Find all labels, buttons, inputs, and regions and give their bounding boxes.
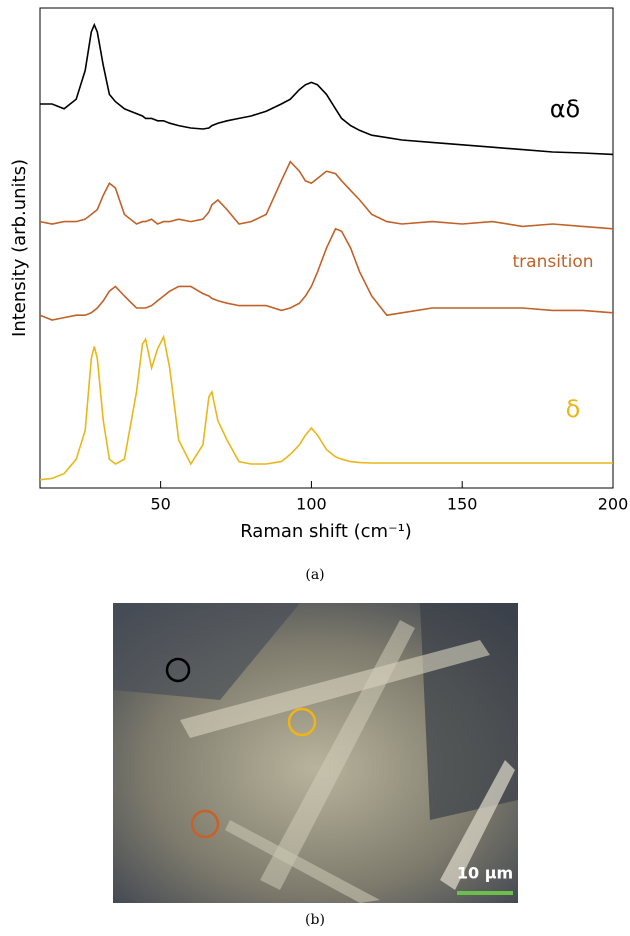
- dark-region: [113, 603, 300, 700]
- plot-frame: [39, 7, 614, 489]
- x-tick-label: 200: [598, 495, 629, 514]
- series-line: [39, 334, 613, 481]
- crystal: [225, 820, 380, 903]
- crystal: [180, 640, 490, 738]
- crystal: [260, 620, 415, 890]
- x-tick-label: 50: [150, 495, 170, 514]
- scale-bar-label: 10 μm: [457, 864, 513, 883]
- x-tick-label: 100: [296, 495, 327, 514]
- series-line: [39, 160, 614, 230]
- x-axis-title: Raman shift (cm⁻¹): [240, 521, 412, 542]
- spot-marker: [190, 809, 220, 839]
- x-tick-label: 150: [447, 495, 478, 514]
- y-axis-title: Intensity (arb.units): [9, 159, 30, 337]
- series-label: transition: [513, 252, 594, 272]
- series-line: [39, 227, 614, 321]
- series-label: δ: [566, 395, 581, 423]
- series-label: αδ: [550, 95, 581, 123]
- spot-marker: [165, 657, 191, 683]
- crystal: [440, 760, 515, 890]
- series-line: [40, 22, 614, 156]
- caption: (b): [305, 912, 325, 928]
- spot-marker: [287, 707, 317, 737]
- caption: (a): [305, 567, 324, 583]
- micrograph: 10 μm: [113, 603, 518, 903]
